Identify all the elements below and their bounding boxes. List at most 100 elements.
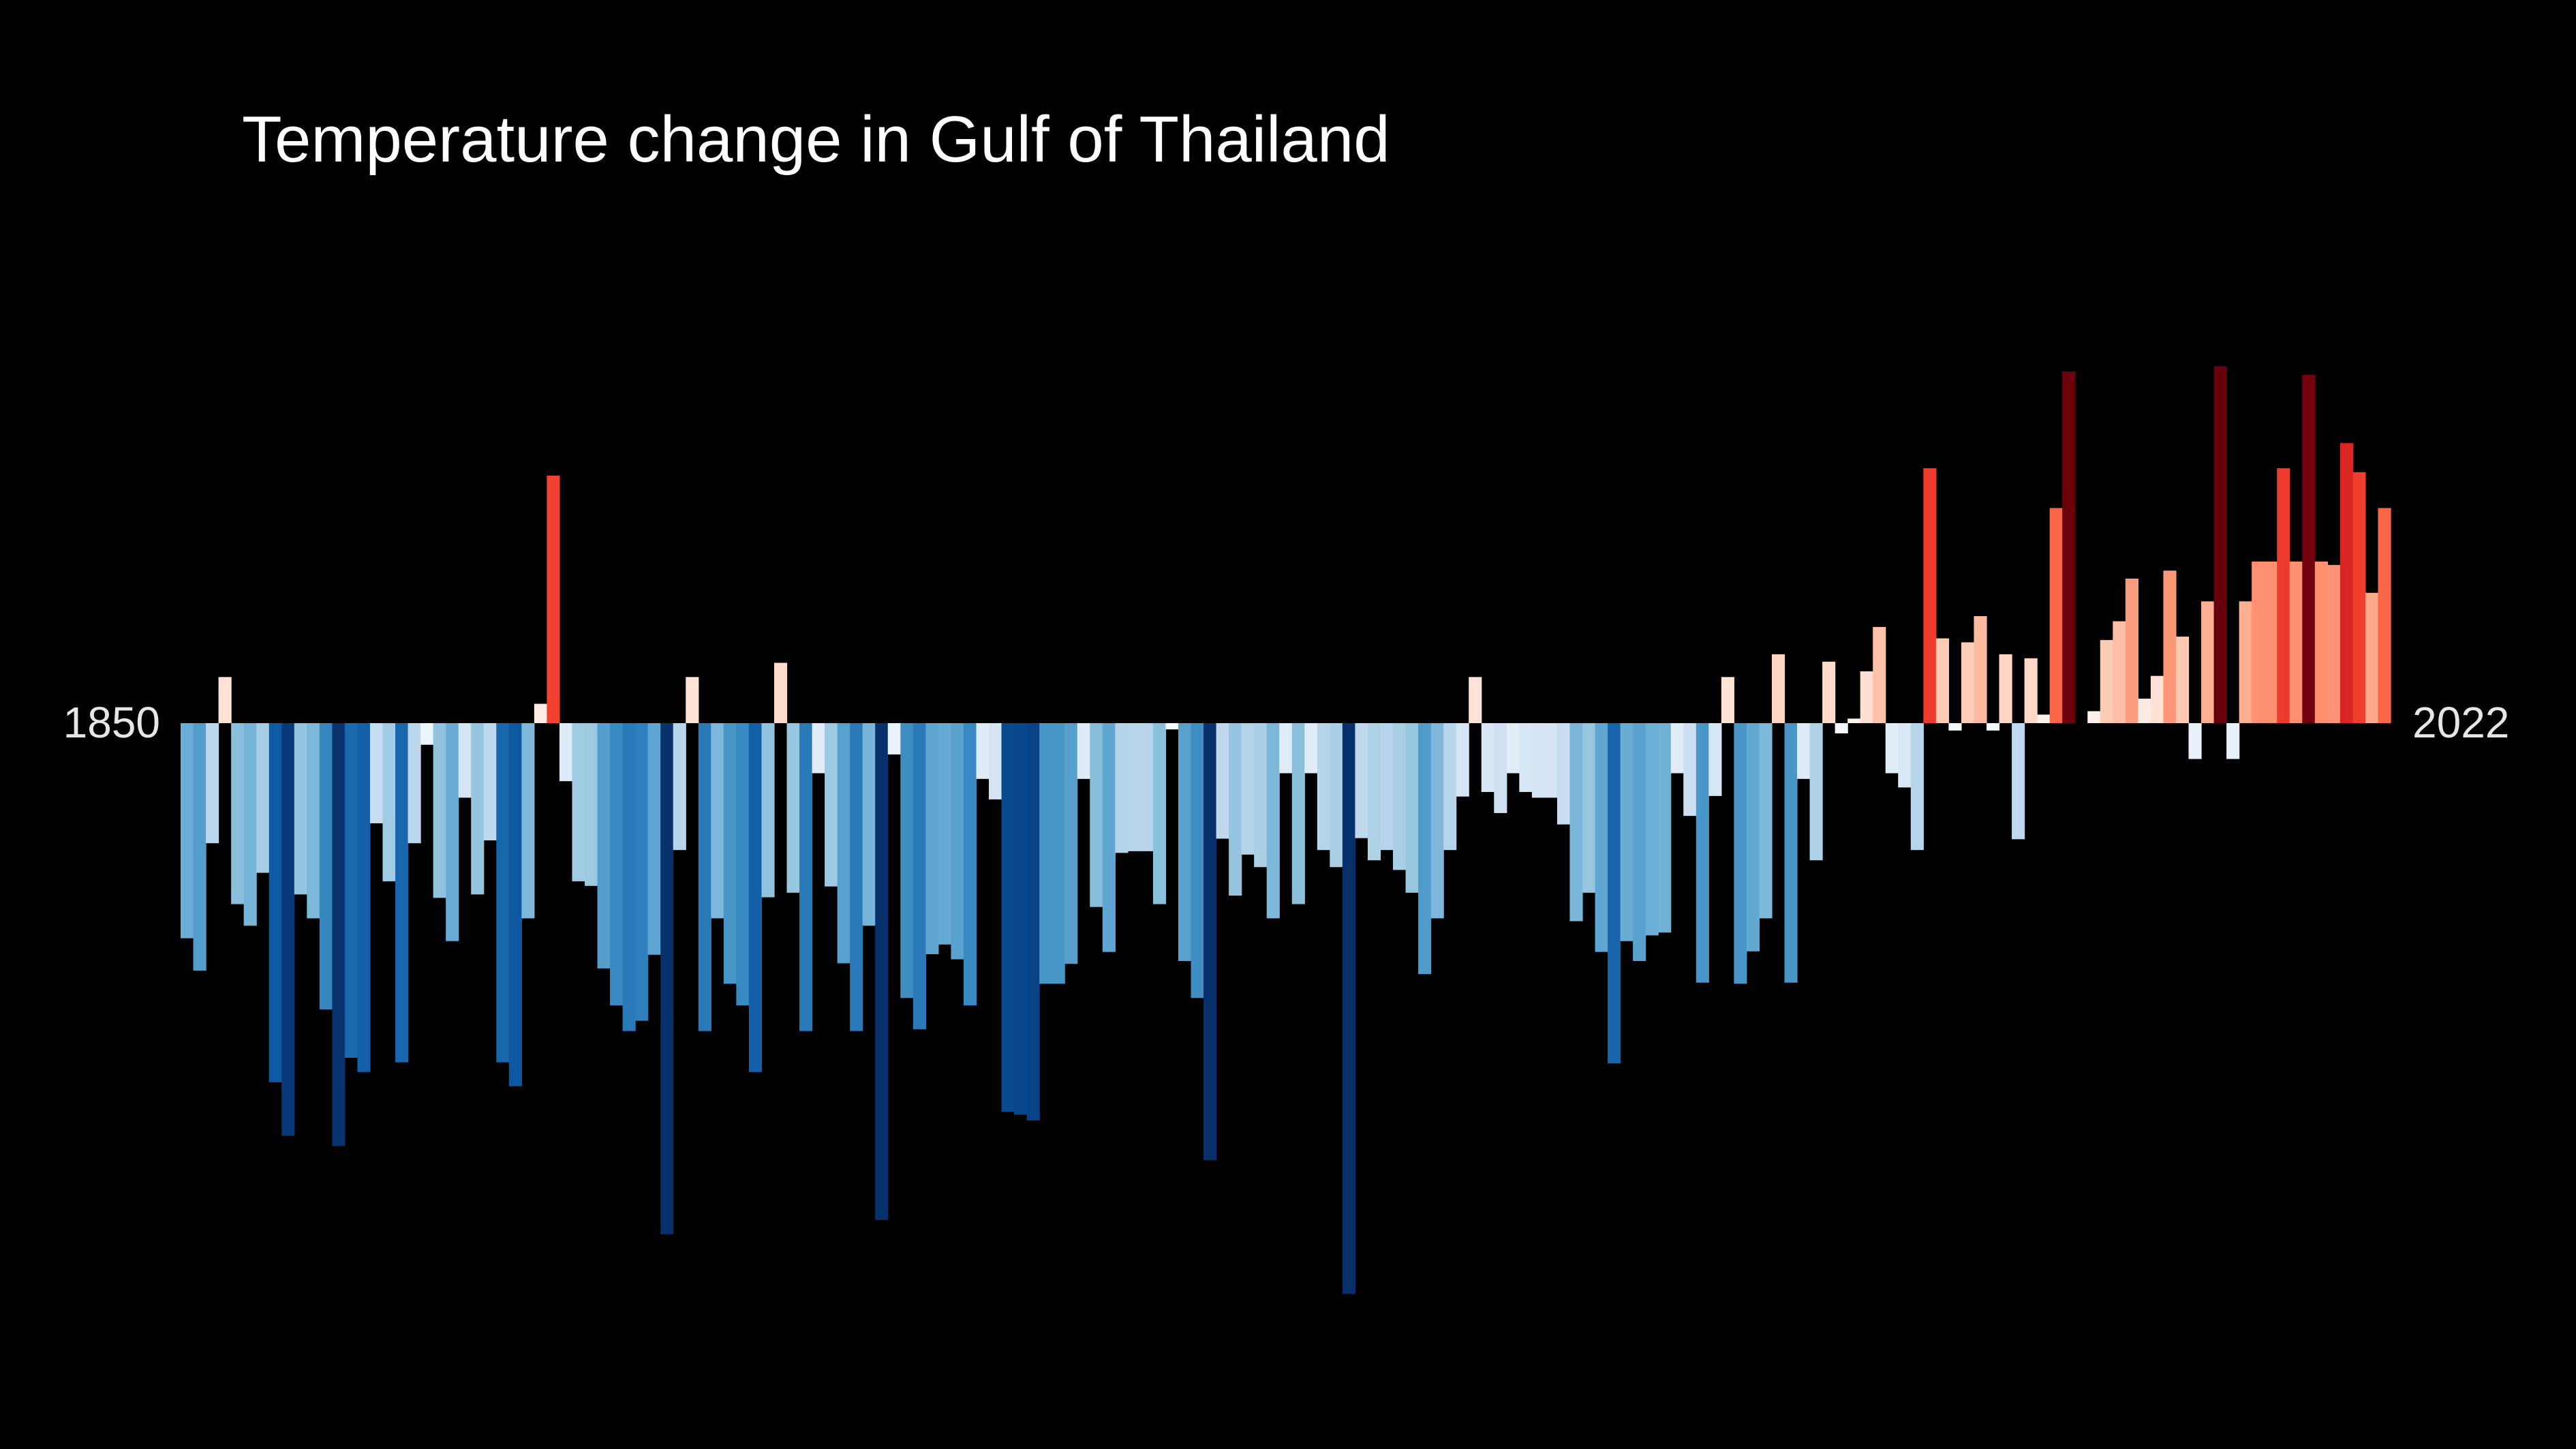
bar-1900 xyxy=(812,723,825,774)
bar-1971 xyxy=(1708,723,1722,796)
bar-1981 xyxy=(1835,723,1848,734)
bar-1876 xyxy=(508,723,522,1086)
bar-1969 xyxy=(1683,723,1697,817)
chart-title: Temperature change in Gulf of Thailand xyxy=(242,103,1390,176)
bar-1916 xyxy=(1014,723,1028,1115)
bar-1920 xyxy=(1064,723,1078,964)
bar-1988 xyxy=(1923,468,1937,723)
bar-1915 xyxy=(1001,723,1015,1112)
bar-1993 xyxy=(1986,723,2000,731)
bar-2017 xyxy=(2289,561,2303,723)
bar-1904 xyxy=(862,723,876,926)
bar-1994 xyxy=(1999,654,2012,723)
bar-1942 xyxy=(1342,723,1356,1294)
bar-1874 xyxy=(483,723,497,841)
bar-1975 xyxy=(1759,723,1773,919)
bar-1881 xyxy=(572,723,585,882)
bar-1909 xyxy=(925,723,939,955)
bar-1998 xyxy=(2049,508,2063,723)
bar-1888 xyxy=(660,723,674,1234)
bar-1860 xyxy=(307,723,320,919)
bar-1855 xyxy=(243,723,257,926)
bar-1963 xyxy=(1608,723,1621,1064)
bar-2001 xyxy=(2087,711,2101,723)
bar-1952 xyxy=(1469,677,1482,724)
bar-1859 xyxy=(294,723,307,895)
bar-1890 xyxy=(686,677,699,724)
bar-1903 xyxy=(850,723,863,1031)
bar-1922 xyxy=(1090,723,1103,907)
bar-1884 xyxy=(610,723,624,1006)
bar-1889 xyxy=(673,723,686,851)
bar-1935 xyxy=(1254,723,1268,868)
bar-1932 xyxy=(1216,723,1229,839)
bar-1910 xyxy=(938,723,952,945)
bar-2007 xyxy=(2163,570,2177,723)
bar-1911 xyxy=(951,723,964,960)
bar-1933 xyxy=(1229,723,1242,896)
bar-1996 xyxy=(2024,658,2038,723)
bar-1939 xyxy=(1304,723,1318,774)
bar-1991 xyxy=(1961,642,1975,723)
bar-2011 xyxy=(2213,366,2227,723)
bar-1945 xyxy=(1380,723,1394,851)
bar-1985 xyxy=(1885,723,1899,774)
bar-2008 xyxy=(2175,637,2190,723)
bar-1886 xyxy=(635,723,649,1021)
bar-1974 xyxy=(1746,723,1760,951)
bar-1956 xyxy=(1519,723,1533,793)
bar-1986 xyxy=(1898,723,1912,788)
bar-1858 xyxy=(281,723,295,1136)
bar-2018 xyxy=(2302,374,2316,723)
bar-1853 xyxy=(218,677,232,724)
bar-2012 xyxy=(2226,723,2240,759)
bar-1857 xyxy=(269,723,282,1082)
bar-1873 xyxy=(471,723,485,895)
bar-1936 xyxy=(1266,723,1280,919)
bar-1918 xyxy=(1039,723,1053,984)
bar-1905 xyxy=(875,723,889,1220)
bar-2013 xyxy=(2239,601,2252,723)
bar-2021 xyxy=(2340,443,2353,723)
bar-1878 xyxy=(534,703,548,723)
bar-1967 xyxy=(1658,723,1672,933)
bar-1950 xyxy=(1443,723,1457,851)
bar-1997 xyxy=(2037,714,2051,723)
bar-2022 xyxy=(2352,472,2366,723)
bar-1906 xyxy=(887,723,901,754)
bar-2024 xyxy=(2378,508,2391,723)
bar-2019 xyxy=(2314,561,2328,723)
bar-1954 xyxy=(1494,723,1507,813)
bar-1880 xyxy=(559,723,573,782)
bar-1995 xyxy=(2012,723,2025,840)
bar-1863 xyxy=(344,723,358,1058)
bar-1882 xyxy=(585,723,598,886)
bar-1919 xyxy=(1052,723,1065,984)
bar-2003 xyxy=(2113,621,2126,723)
bar-1927 xyxy=(1152,723,1167,904)
bar-1949 xyxy=(1430,723,1444,919)
bar-1955 xyxy=(1506,723,1520,774)
bar-1959 xyxy=(1557,723,1571,825)
bar-1958 xyxy=(1544,723,1558,798)
bar-1892 xyxy=(711,723,724,919)
bar-1891 xyxy=(698,723,711,1031)
bar-1914 xyxy=(989,723,1002,799)
bar-1931 xyxy=(1203,723,1217,1161)
bar-1980 xyxy=(1822,661,1836,723)
bar-1894 xyxy=(736,723,750,1006)
bar-1917 xyxy=(1026,723,1040,1120)
bar-1946 xyxy=(1393,723,1407,870)
bar-1976 xyxy=(1771,654,1785,723)
bar-1861 xyxy=(319,723,333,1009)
bar-1968 xyxy=(1670,723,1684,774)
bar-1867 xyxy=(395,723,409,1063)
bar-1951 xyxy=(1456,723,1469,797)
bar-1960 xyxy=(1569,723,1583,921)
bar-1948 xyxy=(1418,723,1432,975)
bar-2020 xyxy=(2327,564,2341,723)
bar-1869 xyxy=(420,723,434,745)
bar-1875 xyxy=(496,723,510,1063)
bar-1885 xyxy=(622,723,636,1031)
bar-1877 xyxy=(521,723,535,919)
